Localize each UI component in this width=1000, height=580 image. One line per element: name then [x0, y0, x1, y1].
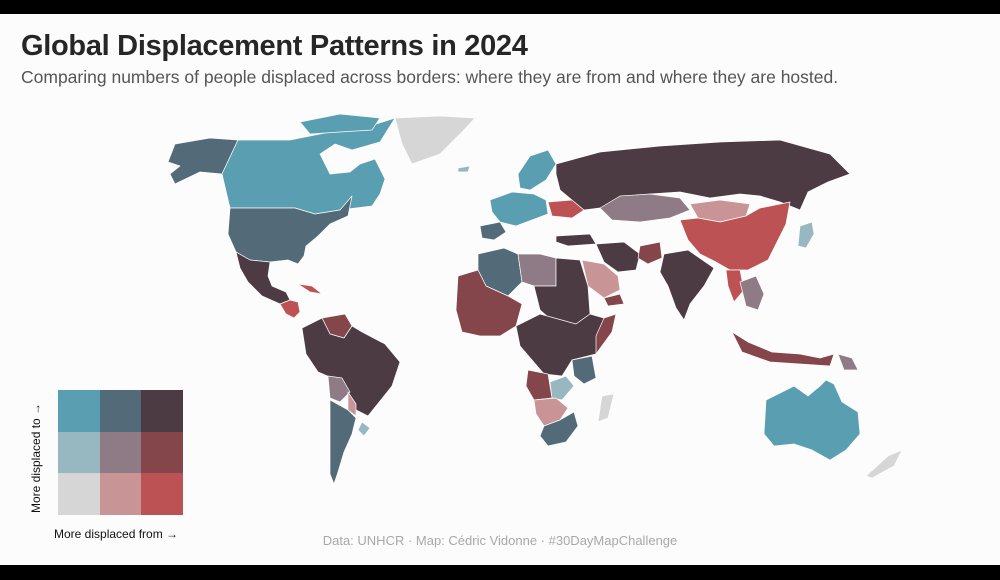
legend-y-axis-label: More displaced to → — [29, 402, 43, 513]
legend-cell-mid-to-high-from — [141, 431, 183, 474]
region-japan-korea — [797, 221, 815, 249]
region-tanzania — [571, 355, 597, 385]
region-canada-islands — [299, 113, 381, 135]
legend-cell-low-to-mid-from — [99, 473, 142, 515]
legend-cell-mid-to-mid-from — [99, 431, 142, 474]
region-turkey — [555, 233, 597, 247]
region-iran — [595, 241, 641, 273]
page-subtitle: Comparing numbers of people displaced ac… — [21, 67, 839, 87]
bivariate-legend — [58, 390, 183, 515]
region-spain — [479, 221, 507, 241]
region-china — [679, 201, 791, 271]
region-madagascar — [597, 393, 615, 423]
source-caption: Data: UNHCR · Map: Cédric Vidonne · #30D… — [322, 533, 678, 548]
page-title: Global Displacement Patterns in 2024 — [21, 30, 528, 62]
region-afghanistan — [637, 241, 663, 265]
legend-cell-low-to-high-from — [141, 473, 183, 515]
region-libya — [517, 253, 557, 287]
region-australia — [763, 379, 861, 461]
region-russia — [555, 139, 851, 211]
region-bolivia — [327, 375, 351, 403]
region-ukraine — [547, 199, 585, 219]
region-papua-new-guinea — [837, 353, 859, 371]
legend-cell-high-to-mid-from — [99, 390, 142, 432]
region-cuba — [297, 283, 323, 295]
region-new-zealand — [865, 449, 903, 479]
legend-cell-high-to-high-from — [141, 390, 183, 432]
region-paraguay — [347, 391, 357, 417]
region-zambia — [549, 375, 575, 401]
region-indonesia — [731, 331, 835, 367]
legend-cell-mid-to-low-from — [58, 431, 100, 474]
region-indochina — [739, 275, 765, 311]
region-south-africa — [539, 411, 579, 447]
region-western-europe — [489, 191, 549, 227]
region-india — [659, 249, 715, 321]
region-kazakhstan — [599, 193, 691, 223]
region-brazil-andes — [301, 317, 401, 417]
region-argentina — [329, 399, 357, 485]
legend-cell-high-to-low-from — [58, 390, 100, 432]
region-mexico — [235, 251, 291, 305]
legend-x-axis-label: More displaced from → — [54, 527, 179, 541]
region-yemen — [603, 293, 625, 307]
region-central-america — [279, 299, 301, 319]
region-greenland — [394, 115, 476, 165]
region-myanmar — [725, 269, 745, 303]
legend-cell-low-to-low-from — [58, 473, 100, 515]
region-uruguay — [357, 421, 371, 437]
region-scandinavia — [517, 149, 557, 191]
region-angola — [525, 369, 553, 401]
region-alaska — [167, 137, 239, 185]
region-iceland — [457, 165, 471, 173]
map-figure: Global Displacement Patterns in 2024 Com… — [0, 14, 1000, 565]
region-somalia — [595, 313, 617, 355]
world-map — [167, 113, 903, 485]
